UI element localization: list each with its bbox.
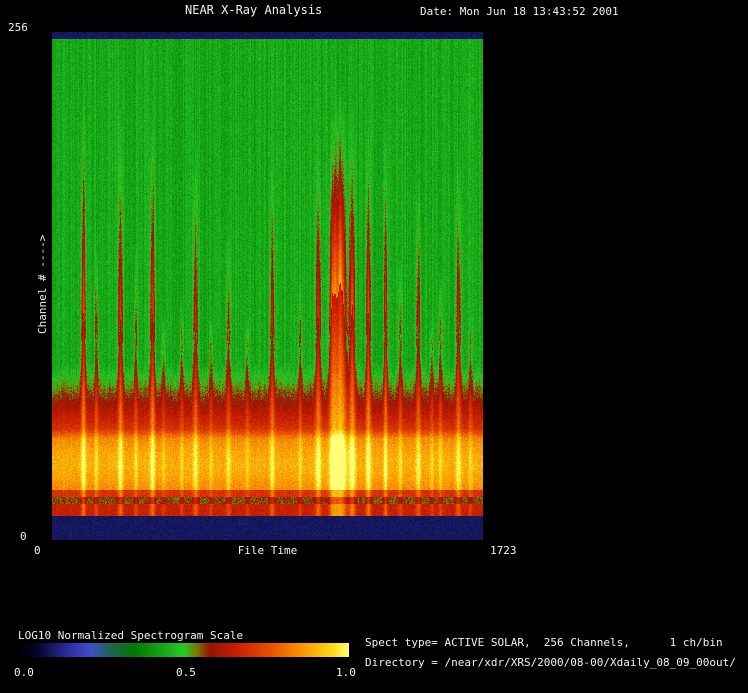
colorbar-tick-mid: 0.5	[176, 666, 196, 679]
y-axis-label: Channel # ---->	[36, 235, 49, 334]
colorbar-title: LOG10 Normalized Spectrogram Scale	[18, 629, 243, 642]
y-max-label: 256	[8, 21, 28, 34]
spectrogram-canvas	[52, 32, 483, 540]
y-min-label: 0	[20, 530, 27, 543]
spect-type-line: Spect type= ACTIVE SOLAR, 256 Channels, …	[365, 636, 723, 649]
date-label: Date: Mon Jun 18 13:43:52 2001	[420, 5, 619, 18]
app-title: NEAR X-Ray Analysis	[185, 4, 322, 17]
colorbar-tick-min: 0.0	[14, 666, 34, 679]
directory-line: Directory = /near/xdr/XRS/2000/08-00/Xda…	[365, 656, 736, 669]
app-window: NEAR X-Ray Analysis Date: Mon Jun 18 13:…	[0, 0, 748, 693]
colorbar-gradient	[18, 643, 349, 657]
colorbar-tick-max: 1.0	[336, 666, 356, 679]
x-axis-label: File Time	[52, 544, 483, 557]
x-min-label: 0	[34, 544, 41, 557]
x-max-label: 1723	[490, 544, 517, 557]
